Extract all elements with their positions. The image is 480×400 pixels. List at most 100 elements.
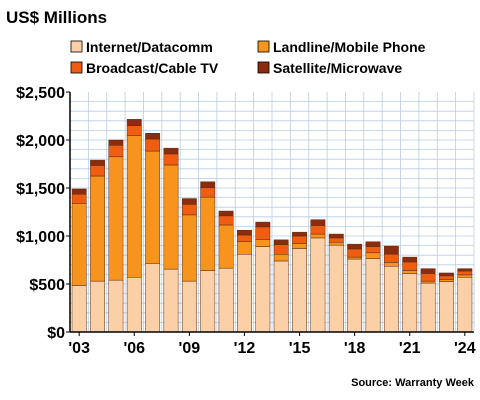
bar-segment-landline-mobile-phone-2011 bbox=[218, 224, 234, 269]
bar-segment-broadcast-cable-tv-2009 bbox=[181, 204, 197, 216]
bar-segment-broadcast-cable-tv-2012 bbox=[237, 234, 252, 243]
bar-segment-broadcast-cable-tv-2016 bbox=[310, 225, 326, 235]
legend-swatch-broadcast-cable-tv bbox=[70, 61, 83, 74]
bar-stack-2021 bbox=[402, 256, 418, 333]
bar-segment-satellite-microwave-2018 bbox=[347, 243, 363, 250]
legend-label-landline-mobile-phone: Landline/Mobile Phone bbox=[273, 39, 426, 55]
bar-segment-landline-mobile-phone-2009 bbox=[181, 214, 197, 282]
bar-segment-satellite-microwave-2014 bbox=[273, 239, 289, 245]
bar-stack-2015 bbox=[292, 231, 307, 333]
x-tick-label: '24 bbox=[454, 340, 476, 357]
bar-segment-satellite-microwave-2019 bbox=[365, 241, 381, 247]
x-tick-label: '09 bbox=[179, 340, 201, 357]
bar-segment-internet-datacomm-2012 bbox=[237, 253, 252, 333]
bar-stack-2013 bbox=[255, 221, 271, 333]
bar-segment-broadcast-cable-tv-2003 bbox=[71, 193, 87, 204]
bar-stack-2006 bbox=[126, 119, 142, 333]
bar-segment-broadcast-cable-tv-2006 bbox=[126, 125, 142, 136]
bar-segment-internet-datacomm-2005 bbox=[108, 279, 124, 333]
bar-segment-landline-mobile-phone-2022 bbox=[420, 280, 436, 284]
x-tick-label: '06 bbox=[123, 340, 145, 357]
bar-segment-broadcast-cable-tv-2014 bbox=[273, 244, 289, 255]
bar-segment-internet-datacomm-2020 bbox=[383, 265, 399, 333]
bar-stack-2014 bbox=[273, 239, 289, 333]
legend-swatch-satellite-microwave bbox=[257, 61, 270, 74]
y-tick-label: $500 bbox=[29, 277, 65, 294]
bar-segment-satellite-microwave-2009 bbox=[181, 198, 197, 205]
legend-item-satellite-microwave: Satellite/Microwave bbox=[257, 60, 402, 76]
bar-stack-2004 bbox=[90, 159, 105, 333]
bar-stack-2022 bbox=[420, 268, 436, 333]
bar-segment-internet-datacomm-2022 bbox=[420, 282, 436, 333]
bar-segment-satellite-microwave-2023 bbox=[439, 272, 454, 277]
legend-label-satellite-microwave: Satellite/Microwave bbox=[273, 60, 402, 76]
legend-item-internet-datacomm: Internet/Datacomm bbox=[70, 39, 213, 55]
bar-segment-satellite-microwave-2013 bbox=[255, 221, 271, 228]
bar-segment-internet-datacomm-2019 bbox=[365, 258, 381, 333]
bar-segment-broadcast-cable-tv-2013 bbox=[255, 226, 271, 240]
x-tick-label: '18 bbox=[344, 340, 366, 357]
legend-swatch-landline-mobile-phone bbox=[257, 40, 270, 53]
bar-segment-broadcast-cable-tv-2020 bbox=[383, 253, 399, 263]
bar-segment-satellite-microwave-2007 bbox=[145, 133, 161, 140]
y-axis-tick-labels: $0 $500 $1,000 $1,500 $2,000 $2,500 bbox=[16, 85, 65, 342]
bar-stack-2008 bbox=[163, 147, 179, 333]
bar-segment-satellite-microwave-2004 bbox=[90, 159, 105, 166]
bar-segment-landline-mobile-phone-2017 bbox=[328, 241, 344, 246]
bar-segment-landline-mobile-phone-2012 bbox=[237, 241, 252, 255]
bar-segment-internet-datacomm-2015 bbox=[292, 248, 307, 333]
bar-segment-landline-mobile-phone-2006 bbox=[126, 135, 142, 278]
x-tick-label: '03 bbox=[68, 340, 90, 357]
bar-segment-landline-mobile-phone-2005 bbox=[108, 156, 124, 281]
chart-title: US$ Millions bbox=[6, 8, 107, 27]
bar-stack-2024 bbox=[457, 268, 473, 333]
bar-segment-landline-mobile-phone-2024 bbox=[457, 274, 473, 278]
bar-segment-landline-mobile-phone-2020 bbox=[383, 262, 399, 267]
bar-stack-2017 bbox=[328, 233, 344, 333]
bar-segment-internet-datacomm-2007 bbox=[145, 263, 161, 333]
bar-segment-internet-datacomm-2016 bbox=[310, 237, 326, 333]
bar-segment-broadcast-cable-tv-2015 bbox=[292, 235, 307, 244]
bar-stack-2009 bbox=[181, 198, 197, 333]
bar-segment-internet-datacomm-2014 bbox=[273, 260, 289, 333]
y-tick-label: $2,500 bbox=[16, 85, 65, 102]
bar-segment-satellite-microwave-2005 bbox=[108, 139, 124, 146]
bar-segment-broadcast-cable-tv-2008 bbox=[163, 153, 179, 166]
bar-segment-satellite-microwave-2021 bbox=[402, 256, 418, 263]
bar-segment-landline-mobile-phone-2003 bbox=[71, 203, 87, 286]
bar-segment-satellite-microwave-2003 bbox=[71, 188, 87, 195]
bar-segment-landline-mobile-phone-2021 bbox=[402, 270, 418, 274]
bar-segment-landline-mobile-phone-2015 bbox=[292, 243, 307, 249]
bar-segment-landline-mobile-phone-2023 bbox=[439, 279, 454, 282]
legend: Internet/Datacomm Landline/Mobile Phone … bbox=[70, 39, 426, 76]
bar-stack-2003 bbox=[71, 188, 87, 333]
bar-segment-broadcast-cable-tv-2018 bbox=[347, 248, 363, 258]
bar-segment-landline-mobile-phone-2013 bbox=[255, 239, 271, 247]
legend-swatch-internet-datacomm bbox=[70, 40, 83, 53]
bar-segment-landline-mobile-phone-2008 bbox=[163, 164, 179, 270]
bar-stack-2010 bbox=[200, 181, 216, 333]
bar-segment-internet-datacomm-2017 bbox=[328, 244, 344, 333]
legend-label-internet-datacomm: Internet/Datacomm bbox=[86, 39, 213, 55]
legend-label-broadcast-cable-tv: Broadcast/Cable TV bbox=[86, 60, 219, 76]
y-tick-label: $2,000 bbox=[16, 133, 65, 150]
bars bbox=[71, 119, 473, 333]
bar-segment-satellite-microwave-2008 bbox=[163, 147, 179, 155]
bar-stack-2012 bbox=[237, 229, 252, 333]
bar-segment-broadcast-cable-tv-2019 bbox=[365, 246, 381, 254]
bar-segment-landline-mobile-phone-2004 bbox=[90, 175, 105, 282]
bar-stack-2011 bbox=[218, 210, 234, 333]
bar-stack-2007 bbox=[145, 133, 161, 333]
x-axis-tick-labels: '03 '06 '09 '12 '15 '18 '21 '24 bbox=[68, 340, 475, 357]
bar-segment-landline-mobile-phone-2016 bbox=[310, 233, 326, 239]
bar-segment-internet-datacomm-2024 bbox=[457, 277, 473, 333]
bar-segment-broadcast-cable-tv-2010 bbox=[200, 187, 216, 198]
bar-segment-satellite-microwave-2016 bbox=[310, 219, 326, 226]
bar-segment-broadcast-cable-tv-2004 bbox=[90, 165, 105, 177]
bar-segment-satellite-microwave-2020 bbox=[383, 245, 399, 255]
bar-segment-internet-datacomm-2010 bbox=[200, 270, 216, 333]
axes bbox=[66, 91, 475, 336]
bar-segment-satellite-microwave-2010 bbox=[200, 181, 216, 188]
bar-segment-broadcast-cable-tv-2024 bbox=[457, 270, 473, 276]
